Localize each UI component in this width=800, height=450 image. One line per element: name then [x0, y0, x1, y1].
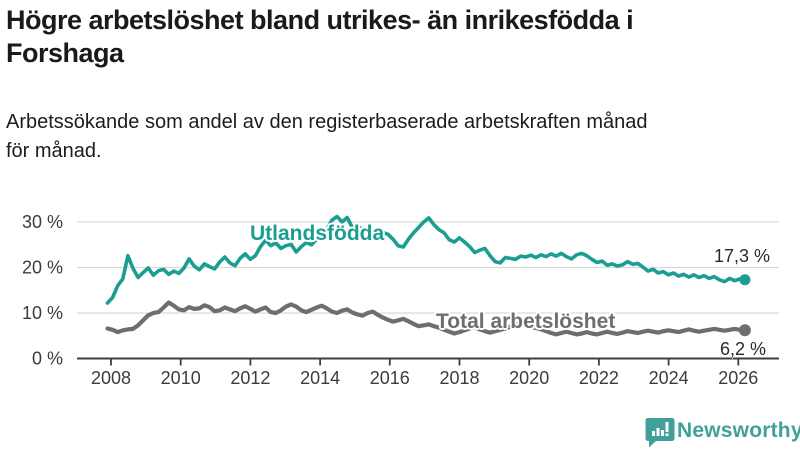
x-axis-label: 2008 [91, 368, 131, 388]
chart-title: Högre arbetslöshet bland utrikes- än inr… [6, 4, 756, 70]
end-value-annotation-utlandsfodda: 17,3 % [714, 246, 771, 266]
series-label-utlandsfodda: Utlandsfödda [250, 222, 385, 245]
x-axis-label: 2016 [370, 368, 410, 388]
series-line-total-arbetsloshet [105, 300, 748, 337]
series-line-utlandsfodda [105, 214, 747, 305]
chart-subtitle-line2: för månad. [6, 140, 102, 162]
series-end-dot-utlandsfodda [739, 274, 751, 286]
y-axis-label: 20 % [22, 258, 63, 278]
series-end-dot-total-arbetsloshet [738, 324, 751, 337]
x-axis-label: 2010 [161, 368, 201, 388]
newsworthy-logo: Newsworthy [645, 417, 800, 448]
chart-title-line2: Forshaga [6, 38, 124, 68]
x-axis-label: 2018 [439, 368, 479, 388]
chart-subtitle-line1: Arbetssökande som andel av den registerb… [6, 111, 648, 133]
end-value-annotation-total: 6,2 % [720, 339, 767, 359]
y-axis-label: 30 % [22, 212, 63, 232]
y-axis-label: 10 % [22, 303, 63, 323]
x-axis-label: 2024 [649, 368, 689, 388]
y-axis-label: 0 % [32, 349, 63, 369]
chart-title-line1: Högre arbetslöshet bland utrikes- än inr… [6, 5, 634, 35]
x-axis-label: 2026 [718, 368, 758, 388]
newsworthy-wordmark: Newsworthy [677, 419, 800, 442]
x-axis-label: 2022 [579, 368, 619, 388]
chart-subtitle: Arbetssökande som andel av den registerb… [6, 108, 766, 166]
x-axis-label: 2014 [300, 368, 340, 388]
x-axis-label: 2012 [230, 368, 270, 388]
series-label-total-arbetsloshet: Total arbetslöshet [436, 310, 616, 333]
bar-chart-speech-bubble-icon [645, 418, 675, 448]
x-axis-label: 2020 [509, 368, 549, 388]
